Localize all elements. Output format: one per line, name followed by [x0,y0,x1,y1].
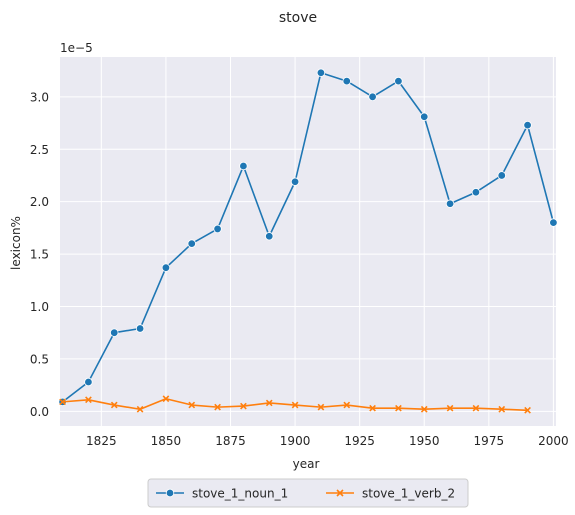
data-point [369,404,376,412]
data-point [549,218,558,227]
legend-label-noun: stove_1_noun_1 [192,487,288,501]
x-tick-label: 2000 [538,434,569,448]
data-point [162,395,170,403]
tick-labels: 1825 1850 1875 1900 1925 1950 1975 2000 0.0 0.5 1.… [30,90,569,448]
plot-area [60,57,556,426]
legend-marker-verb [336,489,344,497]
data-point [213,224,222,234]
data-point [446,404,454,412]
legend-marker-noun [165,488,175,498]
data-point [110,328,119,337]
data-point [161,263,171,272]
x-tick-label: 1925 [344,434,375,448]
y-tick-label: 0.0 [30,405,49,419]
data-point [472,404,480,412]
data-point [85,396,92,404]
y-tick-label: 1.5 [30,248,49,262]
data-point [265,399,273,407]
data-point [239,161,248,171]
data-point [188,401,196,409]
data-point [523,120,532,130]
y-tick-label: 2.0 [30,195,49,209]
x-axis-label: year [293,457,320,471]
data-point [497,171,506,180]
data-point [524,406,531,414]
x-tick-label: 1975 [474,434,505,448]
data-point [240,402,247,410]
data-point [187,239,196,248]
chart-title: stove [279,10,317,26]
data-point [498,405,506,413]
legend-label-verb: stove_1_verb_2 [362,487,455,501]
y-tick-label: 0.5 [30,352,49,366]
data-point [445,199,455,208]
data-point [59,398,66,406]
data-point [471,188,481,197]
series-stove_1_verb_2 [59,395,531,414]
y-tick-label: 1.0 [30,300,49,314]
y-tick-label: 2.5 [30,143,49,157]
x-tick-label: 1850 [151,434,182,448]
data-point [135,324,145,333]
data-point [343,401,351,409]
data-point [342,76,351,86]
data-point [420,405,428,413]
data-point [395,404,402,412]
data-point [84,377,93,387]
data-point [420,112,429,121]
data-point [368,92,377,102]
legend-box [147,478,469,508]
data-point [291,401,299,409]
series-stove_1_noun_1 [58,68,558,407]
data-point [265,232,274,241]
data-point [110,401,118,409]
data-point [136,405,144,413]
data-point [317,403,325,411]
legend: stove_1_noun_1 stove_1_verb_2 [147,478,469,508]
data-point [214,403,221,411]
x-tick-label: 1900 [280,434,311,448]
x-tick-label: 1825 [86,434,117,448]
x-tick-label: 1875 [215,434,246,448]
x-tick-label: 1950 [409,434,440,448]
series-line-0 [62,71,555,403]
data-point [394,76,403,86]
data-point [316,68,326,77]
y-axis-offset-label: 1e−5 [60,41,93,55]
data-point [290,177,300,186]
y-axis-label: lexicon% [9,216,23,270]
series-layer [58,68,558,414]
y-tick-label: 3.0 [30,90,49,104]
